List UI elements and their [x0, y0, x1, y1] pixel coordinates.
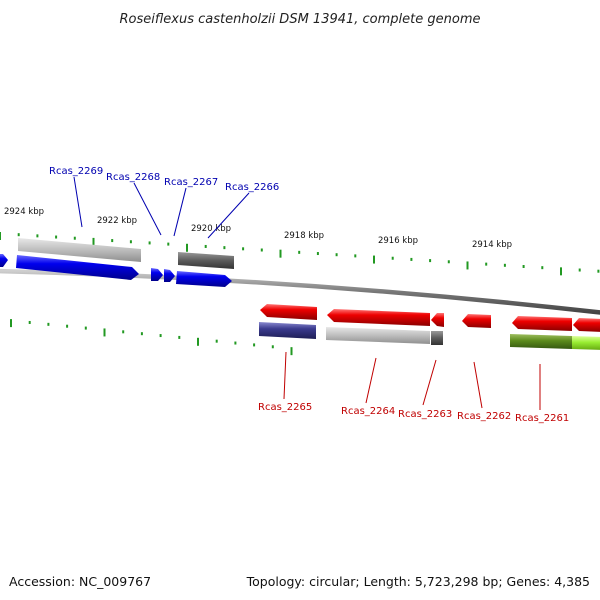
gene-label-rcas-2268[interactable]: Rcas_2268	[106, 172, 160, 183]
gene-label-rcas-2265[interactable]: Rcas_2265	[258, 402, 312, 413]
upper-tick-marks	[0, 232, 600, 276]
gene-label-rcas-2264[interactable]: Rcas_2264	[341, 406, 395, 417]
map-title: Roseiflexus castenholzii DSM 13941, comp…	[120, 12, 481, 27]
feature-bar-light-upper[interactable]	[18, 238, 141, 262]
gene-arrow-rcas-2264[interactable]	[327, 309, 430, 326]
gene-arrow-forward-partial[interactable]	[0, 254, 8, 267]
kbp-label-2916: 2916 kbp	[378, 236, 418, 246]
gene-arrow-rcas-2265[interactable]	[260, 304, 317, 320]
kbp-label-2920: 2920 kbp	[191, 224, 231, 234]
feature-bar-light-lower[interactable]	[326, 327, 430, 344]
feature-bar-olive-lower[interactable]	[510, 334, 572, 349]
leader-lines-reverse	[283, 351, 541, 410]
gene-arrow-rcas-2262[interactable]	[462, 314, 491, 328]
genome-summary-text: Topology: circular; Length: 5,723,298 bp…	[246, 574, 590, 589]
gene-arrow-rcas-2263[interactable]	[431, 313, 444, 327]
feature-bar-lime-lower[interactable]	[572, 336, 600, 350]
kbp-label-2924: 2924 kbp	[4, 207, 44, 217]
gene-label-rcas-2262[interactable]: Rcas_2262	[457, 411, 511, 422]
gene-arrow-rcas-2266[interactable]	[176, 271, 232, 287]
gene-arrow-rcas-2261[interactable]	[512, 316, 572, 331]
accession-text: Accession: NC_009767	[9, 574, 151, 589]
gene-label-rcas-2266[interactable]: Rcas_2266	[225, 182, 279, 193]
kbp-label-2918: 2918 kbp	[284, 231, 324, 241]
leader-lines-forward	[73, 176, 250, 239]
gene-arrow-rcas-2268[interactable]	[151, 268, 163, 281]
gene-label-rcas-2261[interactable]: Rcas_2261	[515, 413, 569, 424]
gene-arrow-reverse-partial[interactable]	[573, 318, 600, 332]
feature-bar-navy-lower[interactable]	[259, 322, 316, 339]
gene-label-rcas-2269[interactable]: Rcas_2269	[49, 166, 103, 177]
kbp-label-2914: 2914 kbp	[472, 240, 512, 250]
feature-bar-dark-upper[interactable]	[178, 252, 234, 269]
lower-tick-marks	[10, 319, 293, 356]
feature-bar-dark-lower[interactable]	[431, 331, 443, 345]
gene-label-rcas-2267[interactable]: Rcas_2267	[164, 177, 218, 188]
gene-arrow-rcas-2267[interactable]	[164, 269, 175, 282]
gene-label-rcas-2263[interactable]: Rcas_2263	[398, 409, 452, 420]
gene-arrow-rcas-2269[interactable]	[16, 255, 139, 280]
kbp-label-2922: 2922 kbp	[97, 216, 137, 226]
